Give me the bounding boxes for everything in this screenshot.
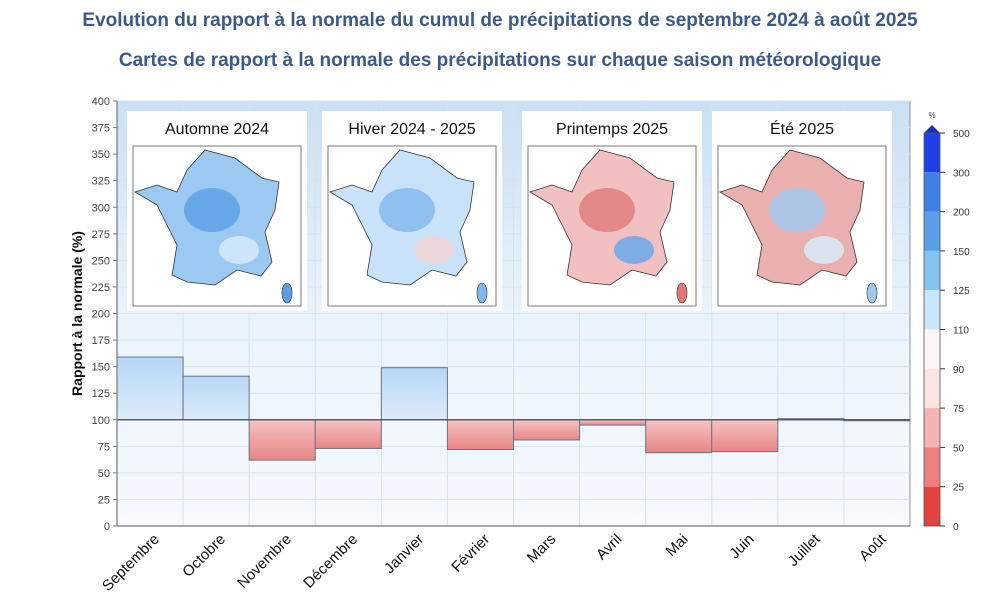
season-map-panel: Été 2025 xyxy=(712,111,892,311)
map-region-blob xyxy=(184,188,240,232)
y-tick-label: 50 xyxy=(98,468,110,480)
x-tick-label: Juin xyxy=(726,531,757,562)
bar-septembre xyxy=(116,356,184,421)
bar-avril xyxy=(579,419,647,426)
bar-octobre xyxy=(182,375,250,421)
legend-tick-label: 125 xyxy=(953,286,970,297)
legend-swatch xyxy=(924,172,940,212)
corsica-shape xyxy=(676,282,688,304)
legend-tick-label: 75 xyxy=(953,404,965,415)
season-map-title: Hiver 2024 - 2025 xyxy=(348,121,475,138)
x-tick-label: Juillet xyxy=(785,530,825,570)
y-axis-label: Rapport à la normale (%) xyxy=(69,231,85,396)
legend-tick-label: 500 xyxy=(953,129,970,140)
y-tick-label: 350 xyxy=(92,149,110,161)
y-tick-label: 150 xyxy=(92,362,110,374)
bar-mai xyxy=(645,419,713,454)
y-tick-label: 100 xyxy=(92,415,110,427)
map-region-blob xyxy=(769,188,825,232)
x-tick-label: Février xyxy=(448,531,493,576)
x-tick-label: Septembre xyxy=(99,531,163,595)
legend-swatch xyxy=(924,290,940,330)
season-map-title: Printemps 2025 xyxy=(556,121,668,138)
corsica-shape xyxy=(281,282,293,304)
legend-swatch xyxy=(924,486,940,526)
map-region-blob xyxy=(579,188,635,232)
map-region-blob xyxy=(804,236,844,264)
legend-swatch xyxy=(924,408,940,448)
x-tick-label: Août xyxy=(856,530,890,564)
bar-mars xyxy=(513,419,581,441)
legend-swatch xyxy=(924,368,940,409)
y-tick-label: 125 xyxy=(92,388,110,400)
legend-tick-label: 50 xyxy=(953,443,965,454)
x-tick-label: Janvier xyxy=(381,531,427,577)
x-tick-label: Mai xyxy=(662,531,691,560)
corsica-shape xyxy=(866,282,878,304)
legend-tick-label: 0 xyxy=(953,522,959,533)
legend-swatch xyxy=(924,211,940,251)
bar-janvier xyxy=(380,367,448,421)
x-tick-label: Novembre xyxy=(234,531,295,592)
y-tick-label: 400 xyxy=(92,96,110,108)
y-tick-label: 300 xyxy=(92,202,110,214)
y-tick-label: 175 xyxy=(92,335,110,347)
season-map-panel: Hiver 2024 - 2025 xyxy=(322,111,502,311)
y-tick-label: 250 xyxy=(92,255,110,267)
y-tick-label: 200 xyxy=(92,309,110,321)
y-tick-label: 25 xyxy=(98,494,110,506)
y-tick-label: 325 xyxy=(92,176,110,188)
season-map-panel: Printemps 2025 xyxy=(522,111,702,311)
chart-subtitle: Cartes de rapport à la normale des préci… xyxy=(118,50,882,71)
map-region-blob xyxy=(414,236,454,264)
legend-tick-label: 150 xyxy=(953,247,970,258)
bar-décembre xyxy=(314,419,382,449)
legend-swatch xyxy=(924,133,940,173)
season-map-panel: Automne 2024 xyxy=(127,111,307,311)
bar-juin xyxy=(711,419,779,453)
season-map-title: Été 2025 xyxy=(770,119,834,138)
legend-tick-label: 25 xyxy=(953,483,965,494)
bar-février xyxy=(446,419,514,450)
chart-title: Evolution du rapport à la normale du cum… xyxy=(82,10,918,31)
y-tick-label: 225 xyxy=(92,282,110,294)
map-region-blob xyxy=(219,236,259,264)
legend-swatch xyxy=(924,329,940,369)
x-tick-label: Avril xyxy=(593,531,625,563)
y-tick-label: 0 xyxy=(104,521,110,533)
legend-swatch xyxy=(924,447,940,487)
y-tick-label: 375 xyxy=(92,123,110,135)
legend-tick-label: 90 xyxy=(953,365,965,376)
season-map-title: Automne 2024 xyxy=(165,121,269,138)
map-region-blob xyxy=(379,188,435,232)
legend-swatch xyxy=(924,250,940,291)
y-tick-label: 75 xyxy=(98,441,110,453)
x-tick-label: Mars xyxy=(524,531,560,567)
legend-tick-label: 110 xyxy=(953,326,969,337)
corsica-shape xyxy=(476,282,488,304)
legend-unit: % xyxy=(928,111,935,120)
legend-tick-label: 300 xyxy=(953,168,970,179)
legend-tick-label: 200 xyxy=(953,208,970,219)
x-tick-label: Décembre xyxy=(300,531,361,592)
legend-arrow-icon xyxy=(924,125,940,133)
y-tick-label: 275 xyxy=(92,229,110,241)
map-region-blob xyxy=(614,236,654,264)
x-tick-label: Octobre xyxy=(179,531,229,581)
bar-novembre xyxy=(248,419,316,461)
